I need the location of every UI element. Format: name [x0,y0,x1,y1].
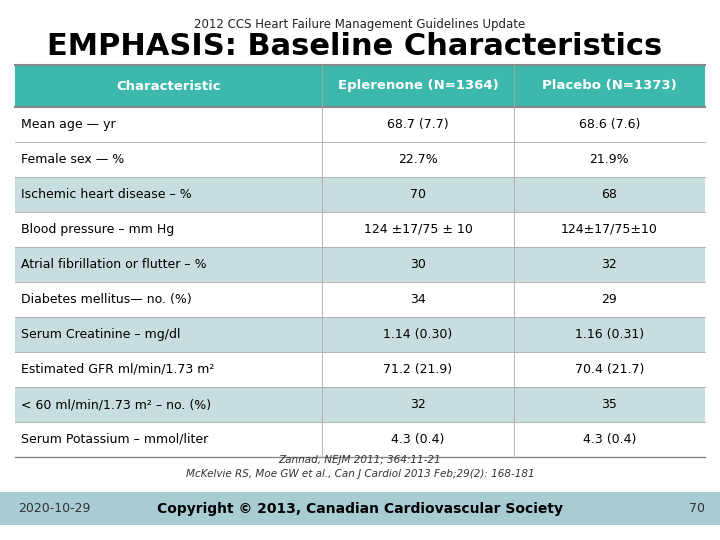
Text: Ischemic heart disease – %: Ischemic heart disease – % [21,188,192,201]
Text: 70.4 (21.7): 70.4 (21.7) [575,363,644,376]
Text: 22.7%: 22.7% [398,153,438,166]
Text: 2020-10-29: 2020-10-29 [18,502,91,515]
Text: 4.3 (0.4): 4.3 (0.4) [582,433,636,446]
Text: Copyright © 2013, Canadian Cardiovascular Society: Copyright © 2013, Canadian Cardiovascula… [157,502,563,516]
Text: 34: 34 [410,293,426,306]
Text: 1.16 (0.31): 1.16 (0.31) [575,328,644,341]
Bar [15,107,705,142]
Bar [15,212,705,247]
Text: Female sex — %: Female sex — % [21,153,125,166]
Text: McKelvie RS, Moe GW et al., Can J Cardiol 2013 Feb;29(2): 168-181: McKelvie RS, Moe GW et al., Can J Cardio… [186,469,534,479]
Text: 68.7 (7.7): 68.7 (7.7) [387,118,449,131]
Bar [0,492,720,525]
Bar [15,387,705,422]
Text: 68.6 (7.6): 68.6 (7.6) [579,118,640,131]
Bar [15,247,705,282]
Text: EMPHASIS: Baseline Characteristics: EMPHASIS: Baseline Characteristics [48,32,662,61]
Text: < 60 ml/min/1.73 m² – no. (%): < 60 ml/min/1.73 m² – no. (%) [21,398,211,411]
Bar [15,65,705,107]
Text: 124 ±17/75 ± 10: 124 ±17/75 ± 10 [364,223,472,236]
Text: 32: 32 [601,258,617,271]
Text: 70: 70 [689,502,705,515]
Bar [15,422,705,457]
Text: 30: 30 [410,258,426,271]
Text: Mean age — yr: Mean age — yr [21,118,116,131]
Text: 32: 32 [410,398,426,411]
Text: Atrial fibrillation or flutter – %: Atrial fibrillation or flutter – % [21,258,207,271]
Bar [15,142,705,177]
Text: 4.3 (0.4): 4.3 (0.4) [391,433,445,446]
Text: Characteristic: Characteristic [116,79,221,92]
Text: 68: 68 [601,188,617,201]
Text: 1.14 (0.30): 1.14 (0.30) [383,328,453,341]
Text: 71.2 (21.9): 71.2 (21.9) [383,363,453,376]
Bar [15,177,705,212]
Text: 124±17/75±10: 124±17/75±10 [561,223,658,236]
Bar [15,352,705,387]
Text: Estimated GFR ml/min/1.73 m²: Estimated GFR ml/min/1.73 m² [21,363,215,376]
Text: Serum Potassium – mmol/liter: Serum Potassium – mmol/liter [21,433,208,446]
Text: Blood pressure – mm Hg: Blood pressure – mm Hg [21,223,174,236]
Text: Eplerenone (N=1364): Eplerenone (N=1364) [338,79,498,92]
Text: Diabetes mellitus— no. (%): Diabetes mellitus— no. (%) [21,293,192,306]
Text: Placebo (N=1373): Placebo (N=1373) [542,79,677,92]
Text: Serum Creatinine – mg/dl: Serum Creatinine – mg/dl [21,328,181,341]
Bar [15,282,705,317]
Text: 29: 29 [601,293,617,306]
Text: 21.9%: 21.9% [590,153,629,166]
Text: Zannad, NEJM 2011; 364:11-21: Zannad, NEJM 2011; 364:11-21 [279,455,441,465]
Text: 70: 70 [410,188,426,201]
Text: 2012 CCS Heart Failure Management Guidelines Update: 2012 CCS Heart Failure Management Guidel… [194,18,526,31]
Bar [15,317,705,352]
Text: 35: 35 [601,398,617,411]
